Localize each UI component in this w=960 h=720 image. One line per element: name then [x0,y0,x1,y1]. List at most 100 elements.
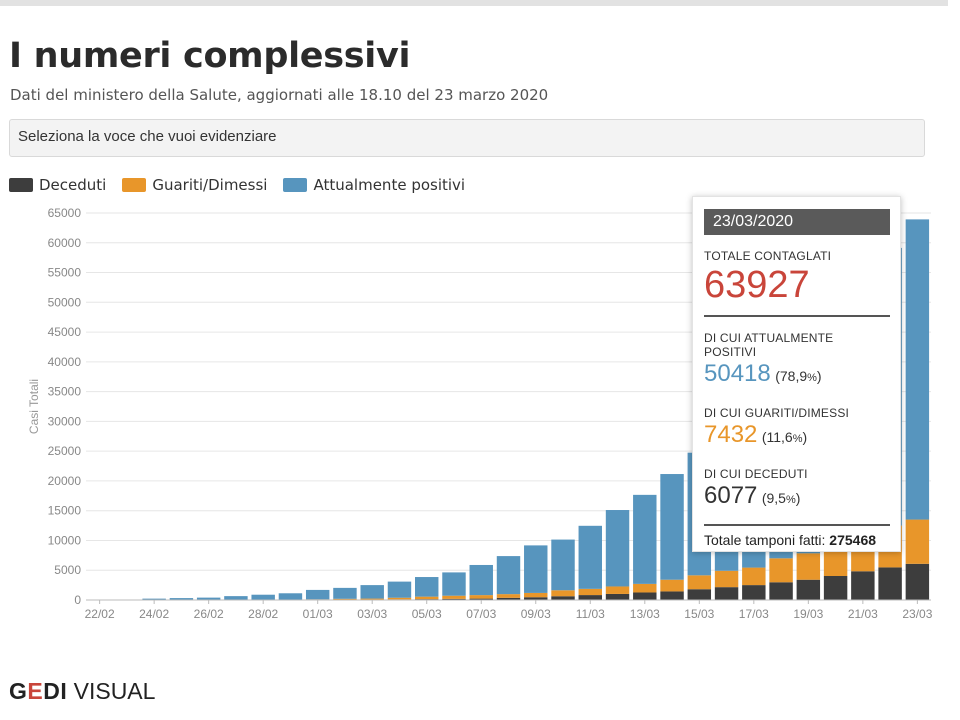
tooltip-deceduti-pct-close: ) [795,490,801,506]
bar-guariti-10-03[interactable] [551,590,575,597]
bar-guariti-06-03[interactable] [442,595,466,599]
bar-positivi-14-03[interactable] [660,474,684,580]
bar-positivi-12-03[interactable] [605,510,630,587]
y-tick-label: 5000 [54,563,81,577]
bar-deceduti-22-03[interactable] [878,567,902,600]
bar-positivi-11-03[interactable] [578,525,602,589]
bar-guariti-18-03[interactable] [769,558,793,583]
legend-item-guariti[interactable]: Guariti/Dimessi [122,176,267,194]
bar-guariti-07-03[interactable] [469,595,493,599]
bar-deceduti-07-03[interactable] [469,598,493,600]
bar-guariti-14-03[interactable] [660,579,684,592]
tooltip-positivi-row: 50418 (78,9%) [704,360,888,392]
bar-positivi-08-03[interactable] [496,556,521,595]
bar-guariti-11-03[interactable] [578,588,602,596]
bar-deceduti-17-03[interactable] [742,585,766,600]
tooltip-guariti-label: DI CUI GUARITI/DIMESSI [704,406,850,420]
bar-positivi-10-03[interactable] [551,539,575,591]
x-tick-label: 03/03 [357,607,387,621]
tooltip-positivi-label: DI CUI ATTUALMENTE POSITIVI [704,331,834,359]
bar-positivi-07-03[interactable] [469,564,493,596]
bar-positivi-02-03[interactable] [333,587,357,599]
bar-guariti-23-03[interactable] [905,519,930,564]
y-axis-label: Casi Totali [27,379,41,434]
tooltip-divider-2 [704,524,890,526]
tooltip-deceduti-pct-number: (9,5 [761,490,786,506]
tooltip-deceduti-value: 6077 [704,482,758,509]
legend-label-deceduti: Deceduti [39,176,107,194]
y-tick-label: 10000 [48,533,82,547]
bar-deceduti-19-03[interactable] [796,579,821,600]
x-tick-label: 15/03 [684,607,714,621]
bar-guariti-04-03[interactable] [387,597,412,600]
bar-guariti-20-03[interactable] [823,545,848,576]
bar-deceduti-13-03[interactable] [633,592,657,600]
tooltip-deceduti-pct-sign: % [785,494,796,506]
legend-item-positivi[interactable]: Attualmente positivi [283,176,465,194]
bar-deceduti-20-03[interactable] [823,575,848,600]
bar-positivi-13-03[interactable] [633,494,657,584]
legend-swatch-guariti [122,178,147,192]
bar-guariti-17-03[interactable] [742,567,766,586]
bar-guariti-12-03[interactable] [605,586,630,594]
y-tick-label: 40000 [48,355,82,369]
x-tick-label: 28/02 [248,607,278,621]
bar-positivi-03-03[interactable] [360,585,384,599]
highlight-select[interactable]: Seleziona la voce che vuoi evidenziare [9,119,925,157]
tooltip-deceduti-row: 6077 (9,5%) [704,482,888,514]
bar-guariti-05-03[interactable] [415,596,439,600]
y-tick-label: 55000 [48,266,82,280]
logo-gedi: GEDI [9,678,68,704]
bar-positivi-25-02[interactable] [169,598,194,600]
tooltip-positivi-pct-number: (78,9 [775,368,808,384]
bar-deceduti-21-03[interactable] [851,571,875,600]
bar-deceduti-16-03[interactable] [714,587,739,600]
bar-deceduti-08-03[interactable] [496,597,521,600]
bar-positivi-27-02[interactable] [224,596,248,600]
bar-positivi-05-03[interactable] [415,577,439,597]
x-tick-label: 13/03 [630,607,660,621]
tooltip-guariti-row: 7432 (11,6%) [704,421,888,453]
bar-positivi-26-02[interactable] [196,597,221,600]
bar-positivi-29-02[interactable] [278,593,303,600]
tooltip-positivi-pct: (78,9%) [775,368,821,384]
x-tick-label: 11/03 [576,607,605,621]
y-tick-label: 60000 [48,236,82,250]
y-tick-label: 20000 [48,474,82,488]
bar-deceduti-23-03[interactable] [905,563,930,600]
bar-guariti-19-03[interactable] [796,553,821,580]
bar-guariti-03-03[interactable] [360,598,384,600]
bar-positivi-04-03[interactable] [387,581,412,598]
bar-deceduti-14-03[interactable] [660,591,684,600]
bar-deceduti-10-03[interactable] [551,596,575,600]
bar-guariti-15-03[interactable] [687,575,712,590]
bar-deceduti-12-03[interactable] [605,593,630,600]
bar-positivi-06-03[interactable] [442,572,466,596]
bar-guariti-08-03[interactable] [496,594,521,598]
legend-swatch-positivi [283,178,308,192]
tooltip-guariti-pct: (11,6%) [762,429,807,445]
y-tick-label: 35000 [48,385,82,399]
x-tick-label: 21/03 [848,607,878,621]
bar-guariti-09-03[interactable] [524,592,548,598]
bar-deceduti-09-03[interactable] [524,597,548,600]
bar-positivi-24-02[interactable] [142,598,166,600]
tooltip-positivi-pct-sign: % [807,372,817,384]
bar-positivi-01-03[interactable] [305,589,330,600]
bar-positivi-28-02[interactable] [251,594,275,600]
bar-guariti-16-03[interactable] [714,570,739,588]
bar-positivi-09-03[interactable] [524,545,548,593]
gedi-visual-logo: GEDI VISUAL [9,678,155,705]
bar-deceduti-15-03[interactable] [687,589,712,600]
page-title: I numeri complessivi [9,36,411,76]
bar-positivi-23-03[interactable] [905,219,930,520]
bar-deceduti-18-03[interactable] [769,582,793,600]
y-tick-label: 30000 [48,414,82,428]
page-subtitle: Dati del ministero della Salute, aggiorn… [10,86,549,104]
bar-deceduti-11-03[interactable] [578,595,602,600]
bar-guariti-02-03[interactable] [333,598,357,600]
bar-deceduti-06-03[interactable] [442,598,466,600]
legend-item-deceduti[interactable]: Deceduti [9,176,106,194]
bar-guariti-13-03[interactable] [633,583,657,593]
x-tick-label: 07/03 [466,607,496,621]
